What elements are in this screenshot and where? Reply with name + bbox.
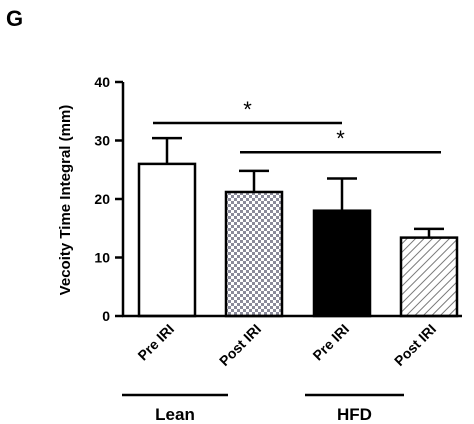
category-label: Pre IRI [134,321,177,364]
y-axis-ticks: 0 10 20 30 40 [94,74,123,324]
y-tick-label: 10 [94,250,110,266]
category-label: Post IRI [391,321,439,369]
group-label: Lean [155,405,195,424]
y-tick-label: 30 [94,133,110,149]
bar-4 [399,236,459,318]
significance-star: * [336,126,345,151]
y-axis-label: Vecoity Time Integral (mm) [57,105,74,296]
bar-3 [312,209,372,318]
bar-2 [224,190,284,318]
group-label: HFD [337,405,372,424]
panel-label: G [6,6,23,31]
y-tick-label: 20 [94,191,110,207]
category-labels: Pre IRI Post IRI Pre IRI Post IRI [134,321,439,369]
category-label: Pre IRI [309,321,352,364]
y-tick-label: 0 [102,308,110,324]
category-label: Post IRI [216,321,264,369]
bar-1 [137,162,197,318]
significance-annotations: ** [153,97,441,154]
bars [137,162,459,318]
group-labels: Lean HFD [122,393,404,424]
error-bars [152,136,444,238]
significance-star: * [243,97,252,122]
y-tick-label: 40 [94,74,110,90]
